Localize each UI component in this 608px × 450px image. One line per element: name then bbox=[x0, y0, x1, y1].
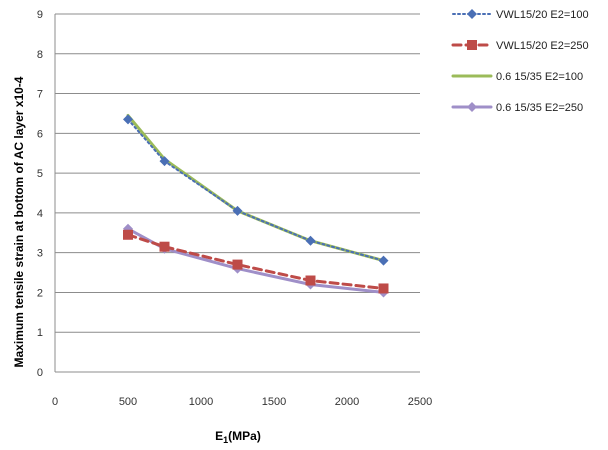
legend-label-1: VWL15/20 E2=100 bbox=[496, 9, 589, 21]
series-line-3 bbox=[126, 113, 385, 263]
y-tick-label: 7 bbox=[37, 89, 43, 101]
series-line-2 bbox=[126, 233, 385, 290]
y-tick-label: 5 bbox=[37, 168, 43, 180]
x-axis-title: E1(MPa) bbox=[215, 429, 261, 445]
x-tick-label: 1000 bbox=[189, 396, 213, 408]
data-point-series-2 bbox=[305, 275, 316, 286]
data-point-series-1 bbox=[305, 235, 316, 246]
data-point-series-1 bbox=[232, 205, 243, 216]
data-point-series-2 bbox=[378, 283, 389, 294]
legend-marker-1 bbox=[467, 9, 477, 19]
y-tick-label: 4 bbox=[37, 208, 43, 220]
data-point-series-1 bbox=[159, 156, 170, 167]
y-tick-label: 1 bbox=[37, 327, 43, 339]
x-tick-label: 2500 bbox=[408, 396, 432, 408]
y-tick-label: 6 bbox=[37, 128, 43, 140]
legend-marker-4 bbox=[467, 102, 477, 112]
data-point-series-2 bbox=[123, 229, 133, 240]
data-point-series-1 bbox=[123, 114, 133, 125]
x-tick-label: 0 bbox=[52, 396, 58, 408]
series-lines bbox=[123, 113, 389, 298]
y-tick-label: 0 bbox=[37, 367, 43, 379]
legend-marker-2 bbox=[467, 40, 477, 50]
x-tick-label: 1500 bbox=[262, 396, 286, 408]
data-point-series-2 bbox=[232, 259, 243, 270]
y-tick-label: 8 bbox=[37, 49, 43, 61]
series-line-1 bbox=[127, 118, 385, 262]
x-tick-label: 500 bbox=[119, 396, 137, 408]
legend-label-3: 0.6 15/35 E2=100 bbox=[496, 71, 583, 83]
legend: VWL15/20 E2=100 VWL15/20 E2=250 0.6 15/35 … bbox=[451, 9, 589, 114]
data-point-series-2 bbox=[159, 241, 170, 252]
y-axis-title: Maximum tensile strain at bottom of AC l… bbox=[12, 76, 26, 367]
tick-labels: 0 1 2 3 4 5 6 7 8 9 0 500 1000 1500 2000 2500 bbox=[37, 9, 432, 408]
y-tick-label: 3 bbox=[37, 248, 43, 260]
y-tick-label: 2 bbox=[37, 287, 43, 299]
axes bbox=[54, 14, 420, 373]
x-tick-label: 2000 bbox=[335, 396, 359, 408]
legend-label-2: VWL15/20 E2=250 bbox=[496, 40, 589, 52]
legend-label-4: 0.6 15/35 E2=250 bbox=[496, 102, 583, 114]
gridlines bbox=[55, 13, 420, 333]
data-point-series-1 bbox=[378, 255, 389, 266]
y-tick-label: 9 bbox=[37, 9, 43, 21]
